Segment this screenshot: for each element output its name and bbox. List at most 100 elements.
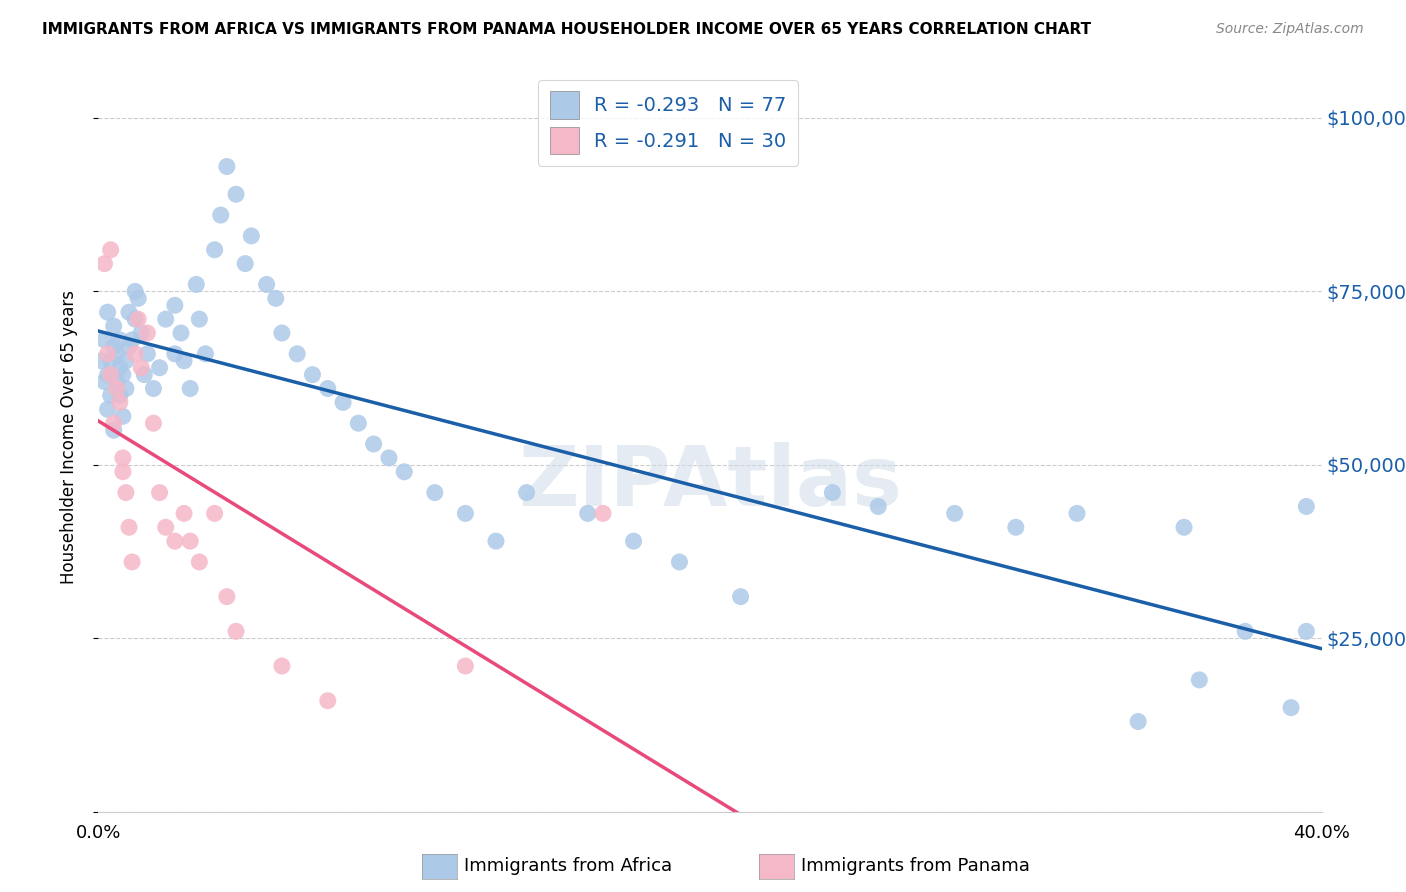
- Point: [129, 326, 152, 340]
- Text: Source: ZipAtlas.com: Source: ZipAtlas.com: [1216, 22, 1364, 37]
- Point: [821, 485, 844, 500]
- Point: [103, 416, 125, 430]
- Point: [454, 659, 477, 673]
- Point: [142, 382, 165, 396]
- Point: [97, 402, 120, 417]
- Point: [1004, 520, 1026, 534]
- Point: [155, 520, 177, 534]
- Point: [115, 353, 138, 368]
- Point: [124, 312, 146, 326]
- Point: [316, 694, 339, 708]
- Point: [1188, 673, 1211, 687]
- Point: [1279, 700, 1302, 714]
- Point: [347, 416, 370, 430]
- Point: [1234, 624, 1257, 639]
- Point: [215, 160, 238, 174]
- Point: [485, 534, 508, 549]
- Point: [118, 340, 141, 354]
- Point: [93, 333, 115, 347]
- Point: [668, 555, 690, 569]
- Point: [97, 347, 120, 361]
- Point: [454, 507, 477, 521]
- Point: [121, 555, 143, 569]
- Point: [127, 312, 149, 326]
- Point: [1173, 520, 1195, 534]
- Point: [100, 368, 122, 382]
- Point: [121, 333, 143, 347]
- Point: [136, 347, 159, 361]
- Point: [378, 450, 401, 465]
- Point: [270, 326, 292, 340]
- Point: [118, 520, 141, 534]
- Point: [90, 353, 112, 368]
- Point: [301, 368, 323, 382]
- Point: [1295, 500, 1317, 514]
- Point: [105, 382, 128, 396]
- Point: [179, 534, 201, 549]
- Point: [118, 305, 141, 319]
- Point: [270, 659, 292, 673]
- Point: [240, 228, 263, 243]
- Text: ZIPAtlas: ZIPAtlas: [517, 442, 903, 523]
- Point: [100, 388, 122, 402]
- Point: [163, 534, 186, 549]
- Point: [111, 368, 134, 382]
- Point: [623, 534, 645, 549]
- Point: [423, 485, 446, 500]
- Point: [155, 312, 177, 326]
- Point: [111, 465, 134, 479]
- Text: IMMIGRANTS FROM AFRICA VS IMMIGRANTS FROM PANAMA HOUSEHOLDER INCOME OVER 65 YEAR: IMMIGRANTS FROM AFRICA VS IMMIGRANTS FRO…: [42, 22, 1091, 37]
- Point: [105, 347, 128, 361]
- Point: [127, 291, 149, 305]
- Point: [93, 257, 115, 271]
- Point: [100, 243, 122, 257]
- Point: [188, 555, 211, 569]
- Point: [108, 333, 131, 347]
- Point: [868, 500, 890, 514]
- Point: [204, 243, 226, 257]
- Point: [576, 507, 599, 521]
- Point: [115, 485, 138, 500]
- Point: [124, 347, 146, 361]
- Point: [142, 416, 165, 430]
- Point: [264, 291, 287, 305]
- Point: [516, 485, 538, 500]
- Point: [103, 319, 125, 334]
- Point: [1066, 507, 1088, 521]
- Point: [363, 437, 385, 451]
- Point: [111, 409, 134, 424]
- Point: [1295, 624, 1317, 639]
- Point: [592, 507, 614, 521]
- Point: [97, 368, 120, 382]
- Point: [134, 368, 156, 382]
- Point: [105, 375, 128, 389]
- Point: [149, 485, 172, 500]
- Point: [93, 375, 115, 389]
- Text: Immigrants from Africa: Immigrants from Africa: [464, 857, 672, 875]
- Point: [225, 624, 247, 639]
- Legend: R = -0.293   N = 77, R = -0.291   N = 30: R = -0.293 N = 77, R = -0.291 N = 30: [538, 79, 799, 166]
- Point: [136, 326, 159, 340]
- Point: [173, 507, 195, 521]
- Point: [943, 507, 966, 521]
- Point: [215, 590, 238, 604]
- Point: [730, 590, 752, 604]
- Point: [233, 257, 256, 271]
- Point: [209, 208, 232, 222]
- Point: [149, 360, 172, 375]
- Point: [108, 388, 131, 402]
- Point: [179, 382, 201, 396]
- Point: [392, 465, 416, 479]
- Point: [124, 285, 146, 299]
- Point: [163, 347, 186, 361]
- Point: [103, 340, 125, 354]
- Point: [186, 277, 208, 292]
- Y-axis label: Householder Income Over 65 years: Householder Income Over 65 years: [59, 290, 77, 584]
- Point: [332, 395, 354, 409]
- Point: [103, 423, 125, 437]
- Point: [316, 382, 339, 396]
- Point: [1128, 714, 1150, 729]
- Point: [194, 347, 217, 361]
- Point: [173, 353, 195, 368]
- Point: [100, 353, 122, 368]
